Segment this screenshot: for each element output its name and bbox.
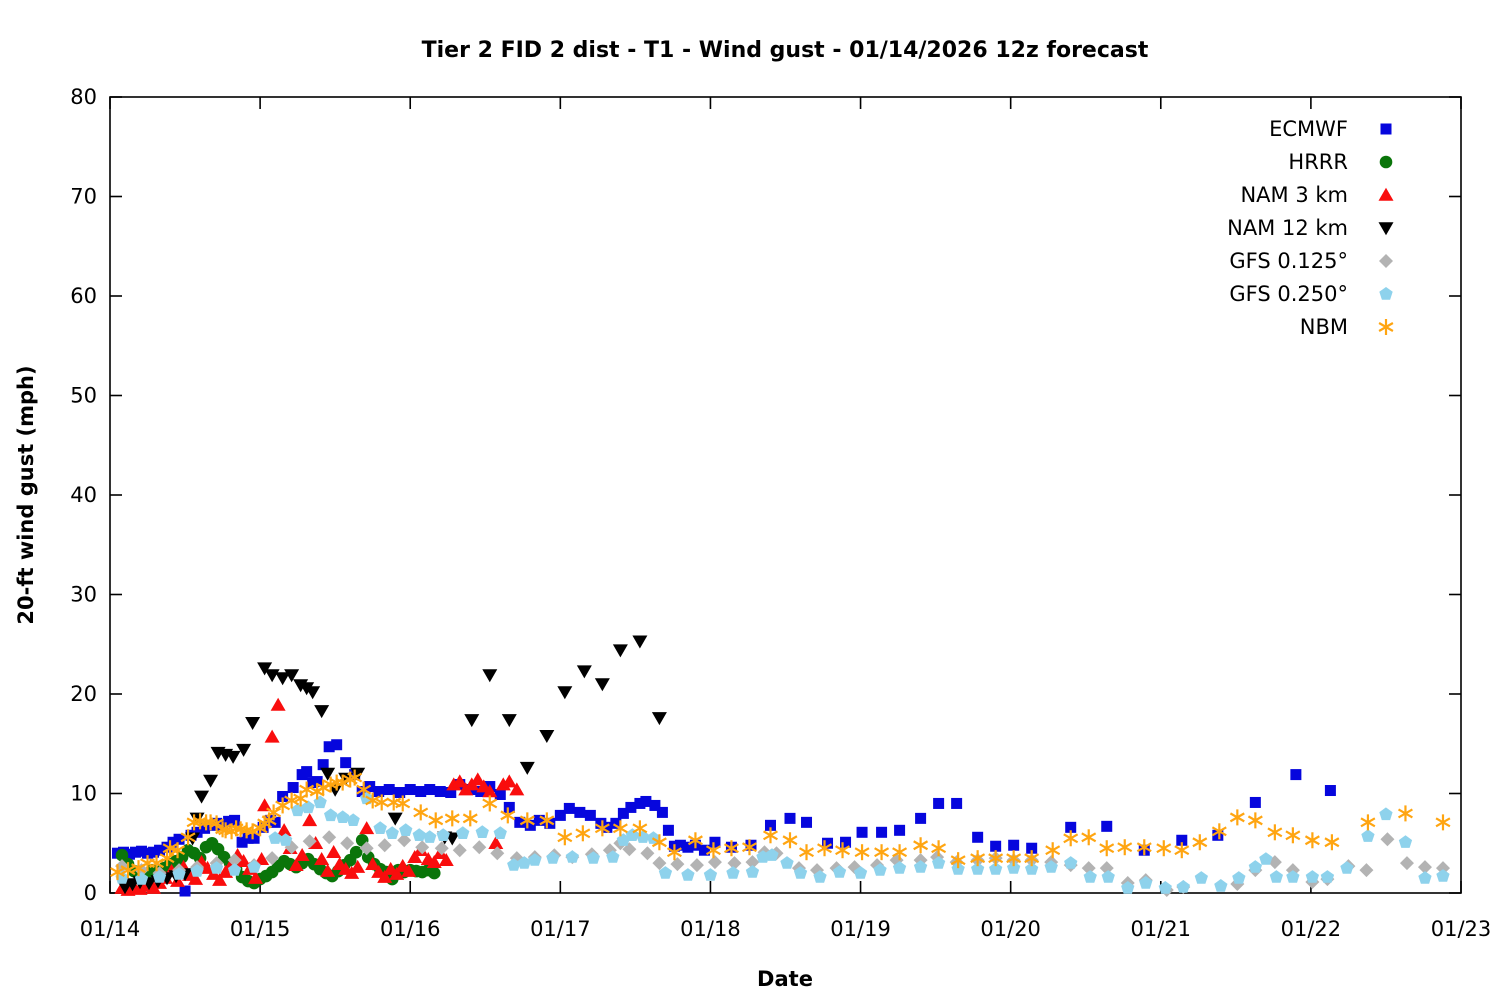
- series-gfs-0-250-: [115, 791, 1450, 894]
- legend-label: NBM: [1300, 315, 1348, 339]
- y-axis-label: 20-ft wind gust (mph): [14, 365, 38, 624]
- legend-item-nbm: NBM: [1300, 315, 1394, 339]
- legend-item-gfs-0-250-: GFS 0.250°: [1229, 282, 1393, 306]
- x-tick-label: 01/21: [1131, 917, 1192, 941]
- x-tick-label: 01/16: [380, 917, 441, 941]
- y-tick-label: 20: [70, 682, 97, 706]
- legend-label: HRRR: [1288, 150, 1348, 174]
- legend-item-gfs-0-125-: GFS 0.125°: [1229, 249, 1393, 273]
- y-tick-label: 0: [84, 881, 97, 905]
- legend-marker-circle-icon: [1379, 155, 1393, 169]
- series-points-layer: [110, 635, 1451, 898]
- x-tick-label: 01/23: [1431, 917, 1492, 941]
- y-tick-label: 10: [70, 782, 97, 806]
- x-tick-label: 01/17: [530, 917, 591, 941]
- legend-label: ECMWF: [1269, 117, 1348, 141]
- legend-marker-diamond-icon: [1379, 254, 1393, 268]
- y-tick-label: 40: [70, 483, 97, 507]
- y-tick-label: 30: [70, 583, 97, 607]
- legend-item-hrrr: HRRR: [1288, 150, 1393, 174]
- x-axis-label: Date: [757, 967, 813, 991]
- x-tick-label: 01/18: [680, 917, 741, 941]
- legend-item-ecmwf: ECMWF: [1269, 117, 1392, 141]
- legend-label: NAM 12 km: [1227, 216, 1348, 240]
- y-tick-label: 60: [70, 284, 97, 308]
- chart-legend: ECMWF HRRR NAM 3 km NAM 12 km GFS 0.125° GFS …: [1227, 117, 1394, 339]
- legend-item-nam-12-km: NAM 12 km: [1227, 216, 1394, 240]
- legend-label: GFS 0.125°: [1229, 249, 1348, 273]
- plot-frame: 01/14 01/15 01/16 01/17 01/18 01/19 01/20 01/21…: [70, 85, 1491, 941]
- x-tick-label: 01/19: [830, 917, 891, 941]
- legend-item-nam-3-km: NAM 3 km: [1240, 183, 1394, 207]
- x-tick-label: 01/15: [230, 917, 291, 941]
- series-nbm: [110, 769, 1451, 881]
- x-tick-label: 01/14: [80, 917, 141, 941]
- legend-label: GFS 0.250°: [1229, 282, 1348, 306]
- x-tick-label: 01/20: [980, 917, 1041, 941]
- y-tick-label: 50: [70, 384, 97, 408]
- legend-marker-triangle-down-icon: [1378, 222, 1394, 236]
- legend-marker-asterisk-icon: [1378, 319, 1394, 335]
- chart-title: Tier 2 FID 2 dist - T1 - Wind gust - 01/…: [422, 38, 1149, 63]
- legend-marker-pentagon-icon: [1379, 287, 1393, 300]
- x-tick-label: 01/22: [1281, 917, 1342, 941]
- legend-marker-square-icon: [1380, 123, 1392, 135]
- legend-label: NAM 3 km: [1240, 183, 1348, 207]
- legend-marker-triangle-up-icon: [1378, 187, 1394, 201]
- y-tick-label: 70: [70, 185, 97, 209]
- y-tick-label: 80: [70, 85, 97, 109]
